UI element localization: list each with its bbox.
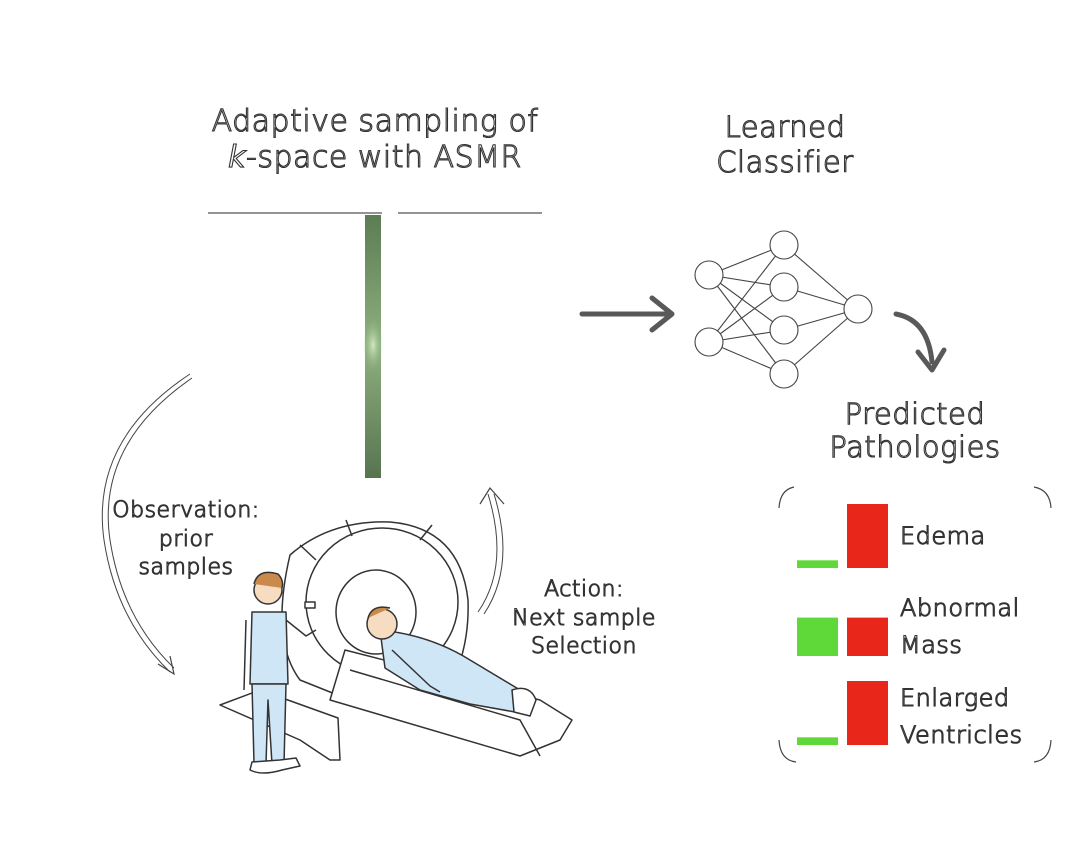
red-bar-edema <box>847 504 888 568</box>
pathology-label-enlarged-ventricles: Enlarged Ventricles <box>899 680 1023 754</box>
pathologies-title-line2: Pathologies <box>829 430 1001 465</box>
pathology-bars <box>797 504 888 745</box>
classifier-title: Learned Classifier <box>690 109 880 180</box>
red-bar-abnormal-mass <box>847 617 888 656</box>
sampling-title-line1: Adaptive sampling of <box>211 103 539 139</box>
action-line2: Next sample <box>512 605 656 631</box>
sampling-title: Adaptive sampling of k-space with ASMR <box>190 103 560 176</box>
classifier-title-line1: Learned <box>724 109 846 144</box>
observation-line1: Observation: <box>112 497 260 523</box>
mri-scanner-illustration <box>219 519 573 774</box>
pathology-label-abnormal-mass: Abnormal Mass <box>899 590 1020 664</box>
observation-line3: samples <box>138 555 234 581</box>
pathologies-bracket <box>778 486 1052 763</box>
observation-label: Observation: prior samples <box>96 497 276 583</box>
sampling-title-line2: k-space with ASMR <box>190 139 560 176</box>
green-bar-enlarged-ventricles <box>797 737 838 745</box>
green-bar-edema <box>797 560 838 568</box>
observation-line2: prior <box>158 526 214 552</box>
pathologies-title-line1: Predicted <box>844 397 986 432</box>
sampling-title-k: k <box>228 139 246 175</box>
pathology-label-abnormal-mass-line1: Abnormal <box>899 593 1020 622</box>
action-line1: Action: <box>544 576 624 602</box>
kspace-panel <box>208 212 542 478</box>
pathology-label-edema: Edema <box>899 518 986 555</box>
action-label: Action: Next sample Selection <box>500 576 668 662</box>
action-line3: Selection <box>530 634 637 660</box>
sampling-title-line2-rest: -space with ASMR <box>245 139 522 175</box>
red-bar-enlarged-ventricles <box>847 681 888 745</box>
observation-loop-arrow <box>101 373 193 676</box>
classifier-title-line2: Classifier <box>716 144 854 179</box>
pathologies-title: Predicted Pathologies <box>800 397 1030 465</box>
pathology-label-enlarged-ventricles-line1: Enlarged <box>899 683 1010 712</box>
action-loop-arrow <box>477 486 505 615</box>
neural-network-icon <box>694 230 873 389</box>
pathology-label-edema-line1: Edema <box>899 521 986 550</box>
green-bar-abnormal-mass <box>797 617 838 656</box>
pathology-label-enlarged-ventricles-line2: Ventricles <box>899 721 1023 750</box>
curved-down-arrow-icon <box>893 311 947 373</box>
right-arrow-icon <box>579 295 675 333</box>
pathology-label-abnormal-mass-line2: Mass <box>899 631 963 660</box>
